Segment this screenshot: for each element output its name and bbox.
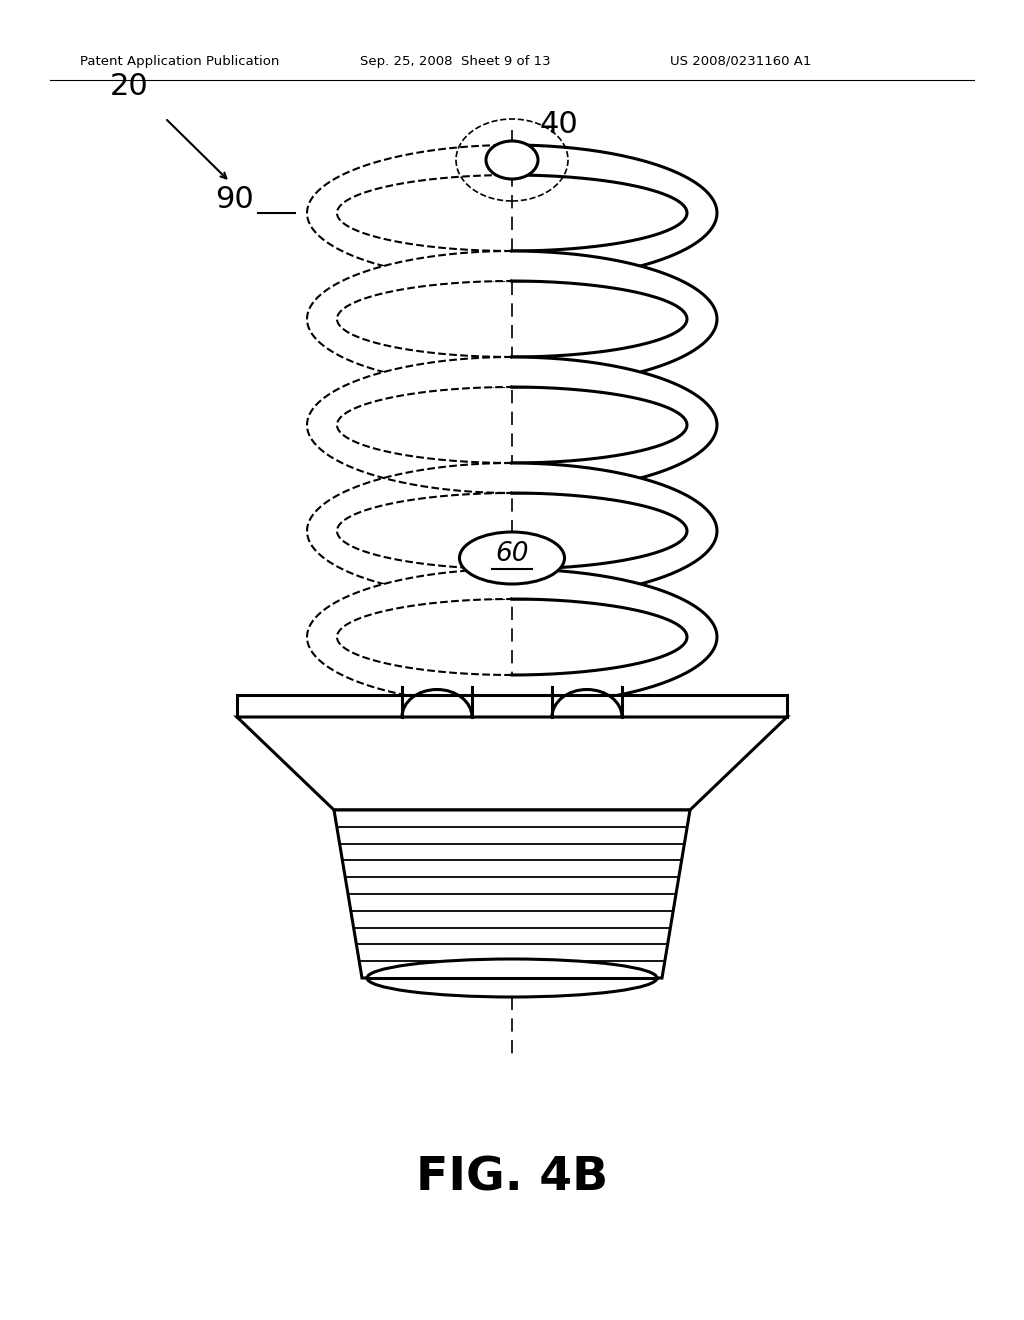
Ellipse shape	[460, 532, 564, 583]
Polygon shape	[307, 251, 512, 387]
Text: US 2008/0231160 A1: US 2008/0231160 A1	[670, 55, 811, 69]
Polygon shape	[334, 810, 690, 978]
Text: FIG. 4B: FIG. 4B	[416, 1155, 608, 1200]
Polygon shape	[512, 145, 717, 281]
Text: 90: 90	[215, 185, 254, 214]
Polygon shape	[307, 569, 512, 705]
Polygon shape	[512, 251, 717, 387]
Polygon shape	[512, 463, 717, 599]
Ellipse shape	[367, 960, 657, 997]
Polygon shape	[237, 717, 787, 810]
Text: Patent Application Publication: Patent Application Publication	[80, 55, 280, 69]
Text: 40: 40	[540, 110, 579, 139]
Polygon shape	[307, 356, 512, 492]
Text: 60: 60	[496, 541, 528, 568]
Ellipse shape	[486, 141, 538, 180]
Text: 20: 20	[110, 73, 148, 102]
Polygon shape	[512, 569, 717, 705]
Polygon shape	[237, 696, 787, 717]
Polygon shape	[512, 356, 717, 492]
Text: Sep. 25, 2008  Sheet 9 of 13: Sep. 25, 2008 Sheet 9 of 13	[360, 55, 551, 69]
Polygon shape	[307, 145, 512, 281]
Polygon shape	[307, 463, 512, 599]
